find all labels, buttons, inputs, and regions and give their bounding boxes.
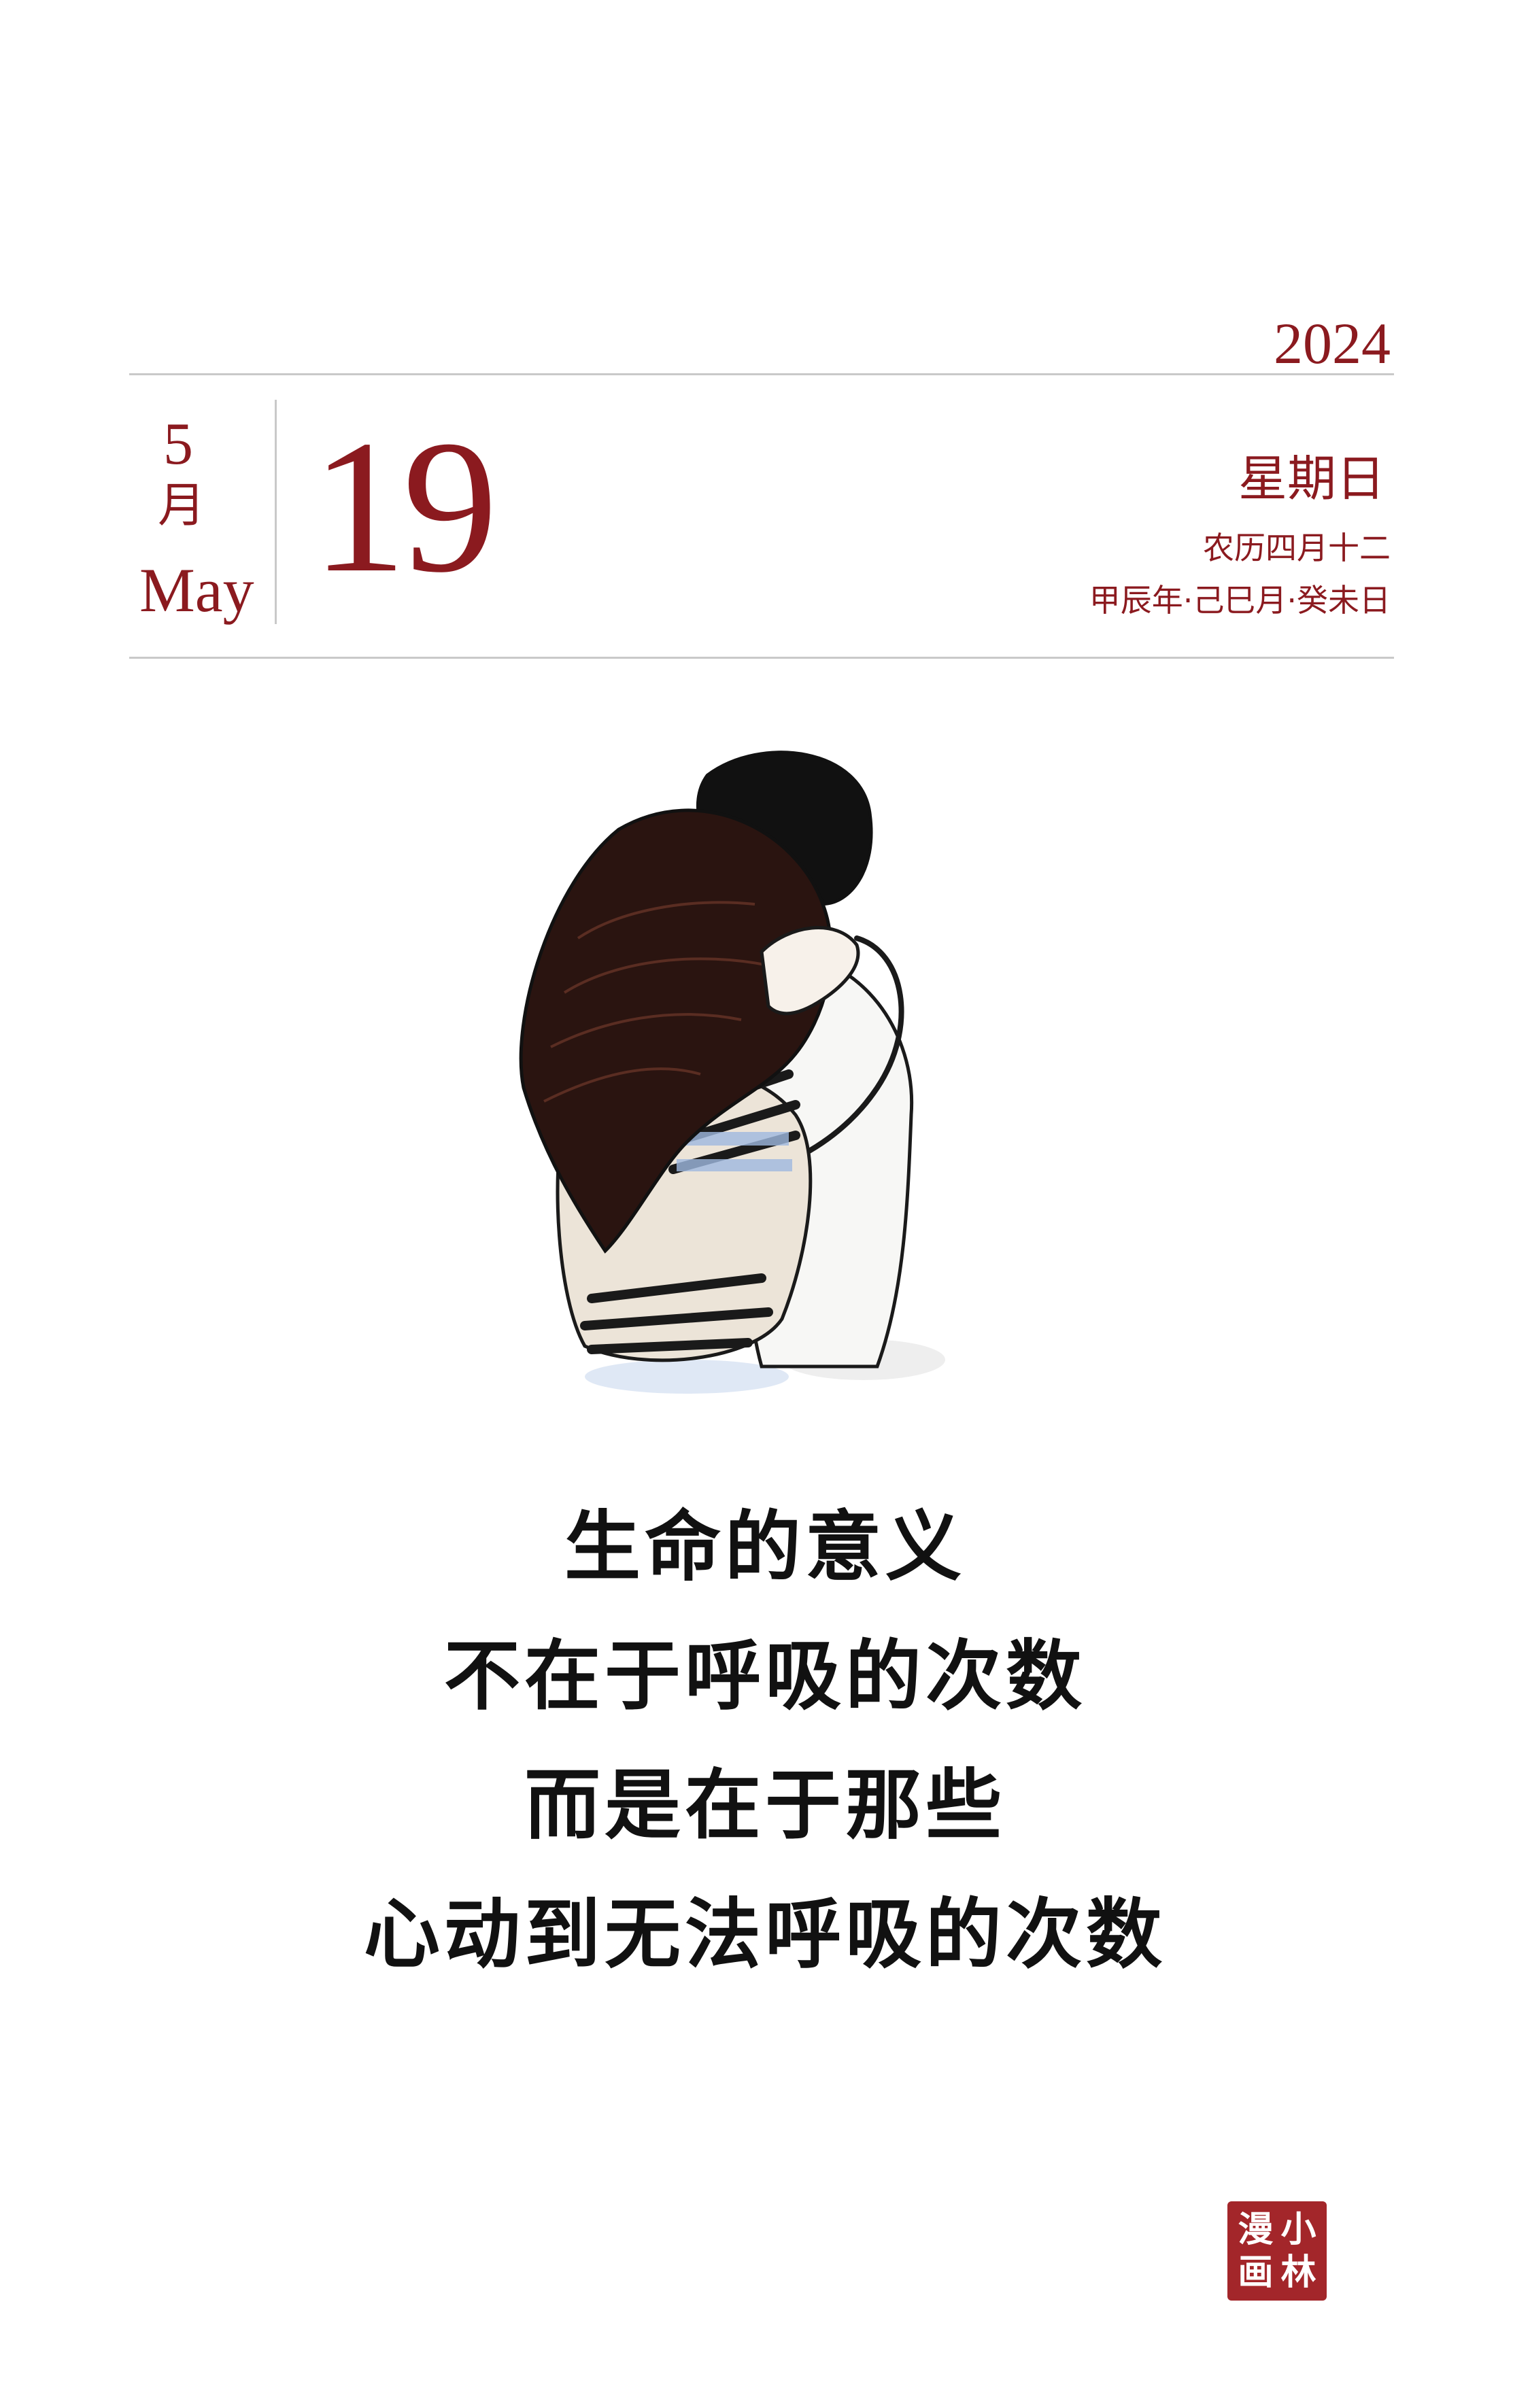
- woman-hand: [760, 926, 860, 1016]
- seal-char: 林: [1280, 2251, 1316, 2293]
- woman-hair: [519, 808, 833, 1254]
- month-number: 5: [163, 411, 193, 477]
- poem-line: 生命的意义: [564, 1503, 966, 1592]
- floor-shadow: [585, 1360, 789, 1394]
- hair-strands: [543, 901, 769, 1103]
- month-en: May: [139, 555, 254, 625]
- poem-line: 而是在于那些: [524, 1761, 1006, 1850]
- day-number: 19: [311, 400, 498, 612]
- ganzhi-date: 甲辰年·己巳月·癸未日: [1089, 582, 1391, 619]
- seal-char: 画: [1238, 2251, 1274, 2293]
- artist-seal: 漫 小 画 林: [1227, 2201, 1327, 2301]
- weekday: 星期日: [1238, 450, 1385, 507]
- header-top-rule: [129, 373, 1394, 375]
- poem: 生命的意义 不在于呼吸的次数 而是在于那些 心动到无法呼吸的次数: [0, 1509, 1530, 2026]
- seal-char: 小: [1280, 2208, 1316, 2250]
- year: 2024: [1274, 311, 1391, 376]
- shirt-blue-tint: [673, 1132, 792, 1171]
- poem-line: 不在于呼吸的次数: [444, 1632, 1086, 1721]
- month-cn: 月: [158, 477, 205, 533]
- date-divider: [275, 400, 277, 624]
- poem-line: 心动到无法呼吸的次数: [364, 1891, 1166, 1979]
- header-bottom-rule: [129, 657, 1394, 659]
- seal-char: 漫: [1238, 2208, 1274, 2250]
- lunar-date: 农历四月十二: [1203, 530, 1391, 566]
- hugging-couple-illustration: [519, 751, 945, 1394]
- man-arm: [766, 935, 904, 1172]
